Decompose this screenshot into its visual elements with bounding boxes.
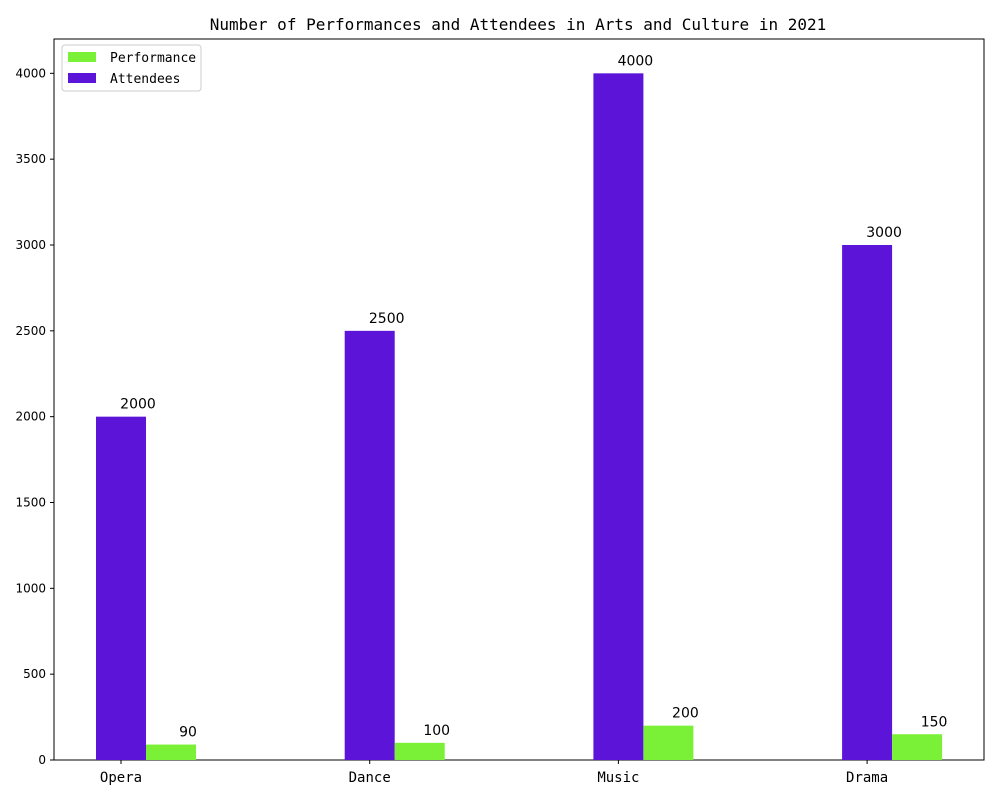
bar-attendees-dance <box>344 330 395 760</box>
legend-frame <box>61 44 202 92</box>
x-tick-label: Drama <box>846 770 888 786</box>
legend-label-attendees: Attendees <box>110 72 180 87</box>
y-tick-label: 1000 <box>15 581 46 595</box>
plot-area <box>53 38 985 761</box>
bar-attendees-music <box>593 73 644 761</box>
y-tick-label: 3000 <box>15 238 46 252</box>
y-tick-label: 2500 <box>15 324 46 338</box>
data-label-performance-dance: 100 <box>423 723 450 739</box>
data-label-attendees-dance: 2500 <box>369 311 405 327</box>
x-axis: Opera Dance Music Drama <box>100 760 888 786</box>
bar-performance-music <box>643 725 694 760</box>
chart-title: Number of Performances and Attendees in … <box>210 15 827 34</box>
x-tick-label: Music <box>597 770 639 786</box>
data-label-attendees-drama: 3000 <box>866 225 902 241</box>
bar-performance-drama <box>892 734 943 760</box>
data-label-performance-music: 200 <box>672 706 699 722</box>
data-label-attendees-opera: 2000 <box>120 397 156 413</box>
legend-swatch-performance <box>68 52 96 62</box>
y-tick-label: 1500 <box>15 496 46 510</box>
bar-performance-opera <box>146 744 196 760</box>
y-tick-label: 2000 <box>15 410 46 424</box>
legend: Performance Attendees <box>61 44 202 92</box>
bar-attendees-opera <box>96 416 146 760</box>
legend-label-performance: Performance <box>110 51 196 66</box>
data-label-performance-opera: 90 <box>179 725 197 741</box>
x-tick-label: Opera <box>100 770 142 786</box>
y-tick-label: 3500 <box>15 152 46 166</box>
data-label-attendees-music: 4000 <box>618 53 654 69</box>
y-tick-label: 0 <box>38 753 46 767</box>
y-axis: 0 500 1000 1500 2000 2500 3000 3500 4000 <box>15 66 54 767</box>
bar-attendees-drama <box>842 245 893 760</box>
x-tick-label: Dance <box>349 770 391 786</box>
y-tick-label: 4000 <box>15 66 46 80</box>
bars <box>96 73 943 761</box>
legend-swatch-attendees <box>68 73 96 83</box>
bar-performance-dance <box>394 742 445 760</box>
data-labels: 2000 90 2500 100 4000 200 3000 150 <box>120 53 947 740</box>
y-tick-label: 500 <box>23 667 46 681</box>
data-label-performance-drama: 150 <box>921 714 948 730</box>
